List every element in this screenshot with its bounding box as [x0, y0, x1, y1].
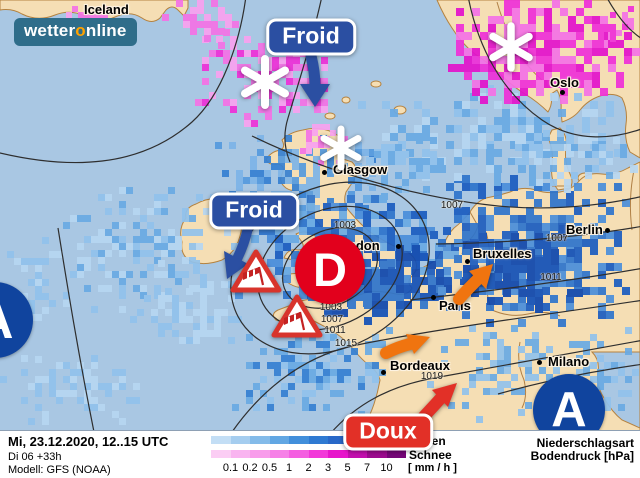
logo-text-o: o — [75, 21, 86, 40]
legend-tick: 0.2 — [242, 462, 258, 474]
model-label: Modell: GFS (NOAA) — [8, 464, 111, 476]
legend-color-segment — [328, 450, 348, 458]
legend-color-segment — [211, 436, 231, 444]
legend-color-segment — [250, 450, 270, 458]
logo-text-nline: nline — [85, 21, 127, 40]
air-mass-label: Doux — [343, 413, 433, 451]
legend-tick: 10 — [380, 462, 393, 474]
island — [324, 112, 336, 120]
legend-color-segment — [289, 450, 309, 458]
legend-tick: 7 — [363, 462, 371, 474]
city-label: Berlin — [566, 222, 603, 237]
legend-color-segment — [308, 450, 328, 458]
isobars — [0, 0, 640, 435]
legend-color-segment — [308, 436, 328, 444]
isobar-value-label: 1007 — [320, 314, 344, 325]
precip-type-label: Niederschlagsart — [536, 436, 634, 450]
isobar-value-label: 1003 — [319, 302, 343, 313]
legend-color-segment — [269, 450, 289, 458]
island — [370, 80, 382, 88]
city-label: Oslo — [550, 75, 579, 90]
snow-legend-bar — [211, 450, 406, 458]
legend-color-segment — [386, 450, 406, 458]
isobar-value-label: 1015 — [334, 338, 358, 349]
pressure-type-label: Bodendruck [hPa] — [530, 449, 634, 463]
city-dot — [560, 90, 565, 95]
legend-tick: 5 — [344, 462, 351, 474]
legend-unit-label: [ mm / h ] — [408, 462, 457, 474]
city-label: Milano — [548, 354, 590, 369]
snow-legend-label: Schnee — [409, 448, 452, 462]
run-offset-label: Di 06 +33h — [8, 451, 62, 463]
city-dot — [605, 228, 610, 233]
legend-tick: 3 — [324, 462, 332, 474]
pressure-center-A: A — [533, 374, 605, 446]
isobar-value-label: 1011 — [324, 325, 346, 336]
legend-color-segment — [230, 450, 250, 458]
wetteronline-logo[interactable]: wetteronline — [14, 18, 137, 46]
city-dot — [465, 259, 470, 264]
legend-tick: 0.1 — [222, 462, 239, 474]
city-dot — [431, 295, 436, 300]
legend-tick: 1 — [285, 462, 293, 474]
isobar-value-label: 1007 — [440, 200, 464, 211]
air-mass-label: Froid — [266, 18, 356, 56]
legend-tick: 0.5 — [261, 462, 278, 474]
isobar-value-label: 1007 — [545, 233, 569, 244]
valid-time-label: Mi, 23.12.2020, 12..15 UTC — [8, 434, 169, 449]
legend-color-segment — [289, 436, 309, 444]
legend-color-segment — [367, 450, 387, 458]
legend-color-segment — [211, 450, 231, 458]
isobar-value-label: 1019 — [420, 371, 444, 382]
island — [341, 96, 351, 104]
city-dot — [396, 244, 401, 249]
legend-color-segment — [269, 436, 289, 444]
legend-color-segment — [347, 450, 367, 458]
air-mass-label: Froid — [209, 192, 299, 230]
city-label: Bordeaux — [390, 358, 450, 373]
pressure-center-D: D — [295, 234, 365, 304]
city-dot — [381, 370, 386, 375]
isobar-value-label: 1003 — [333, 220, 357, 231]
city-dot — [537, 360, 542, 365]
city-label: Iceland — [84, 2, 129, 17]
logo-text-wetter: wetter — [24, 21, 76, 40]
footer-bar: Mi, 23.12.2020, 12..15 UTC Di 06 +33h Mo… — [0, 430, 640, 478]
legend-tick-row: 0.1 0.2 0.5 1 2 3 5 7 10 — [211, 462, 406, 475]
legend-color-segment — [230, 436, 250, 444]
isobar-value-label: 1011 — [540, 272, 562, 283]
city-label: Bruxelles — [473, 246, 532, 261]
legend-color-segment — [250, 436, 270, 444]
city-dot — [322, 170, 327, 175]
legend-tick: 2 — [305, 462, 312, 474]
legend-color-segment — [328, 436, 348, 444]
